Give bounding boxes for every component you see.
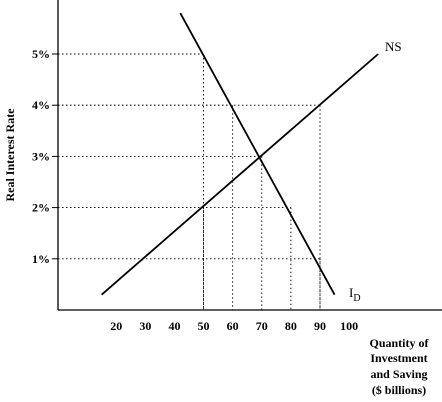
id-curve-label: ID	[349, 285, 361, 304]
x-tick-label: 30	[139, 319, 151, 333]
x-tick-label: 60	[227, 319, 239, 333]
tick-labels: 20 30 40 50 60 70 80 90 100 1% 2% 3% 4% 5%	[32, 47, 358, 333]
series-line-id	[179, 12, 336, 296]
x-axis-title: Quantity of Investment and Saving ($ bil…	[369, 336, 429, 397]
y-axis-title: Real Interest Rate	[3, 108, 17, 202]
x-tick-label: 50	[198, 319, 210, 333]
y-tick-label: 3%	[32, 149, 50, 163]
x-tick-label: 100	[340, 319, 358, 333]
x-tick-label: 80	[285, 319, 297, 333]
id-curve-label-sub: D	[353, 293, 360, 304]
x-axis-title-line: ($ billions)	[372, 383, 426, 397]
x-axis-title-line: and Saving	[370, 367, 427, 381]
series-line-ns	[101, 53, 379, 296]
x-tick-label: 70	[256, 319, 268, 333]
x-axis-title-line: Quantity of	[369, 336, 429, 350]
x-axis-title-line: Investment	[370, 351, 427, 365]
series-lines	[101, 12, 379, 296]
x-tick-label: 40	[168, 319, 180, 333]
x-tick-label: 20	[110, 319, 122, 333]
y-tick-label: 5%	[32, 47, 50, 61]
x-tick-label: 90	[314, 319, 326, 333]
ns-curve-label: NS	[385, 39, 402, 54]
guide-lines	[58, 53, 321, 310]
y-tick-label: 4%	[32, 98, 50, 112]
y-tick-label: 2%	[32, 201, 50, 215]
id-curve-label-main: I	[349, 285, 353, 300]
y-tick-label: 1%	[32, 252, 50, 266]
